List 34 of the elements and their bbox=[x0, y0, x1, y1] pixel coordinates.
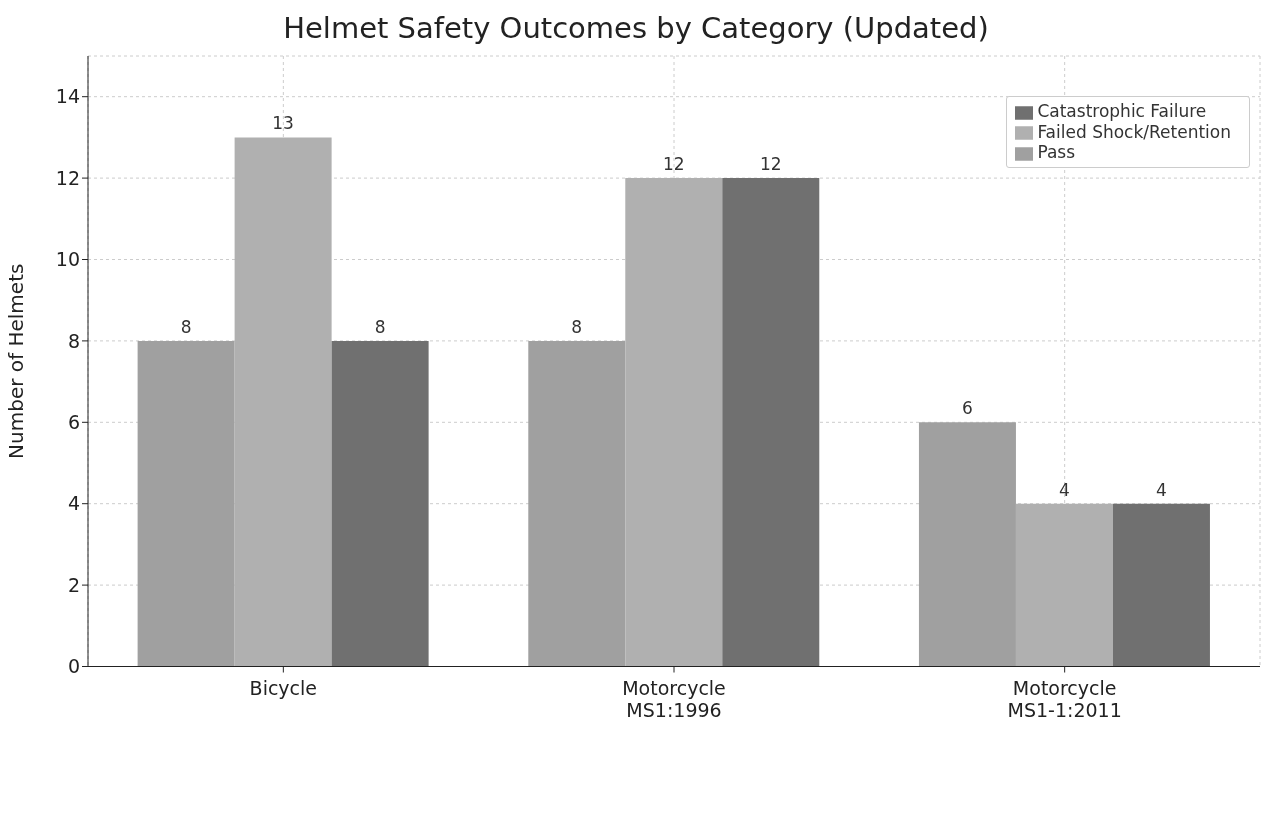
y-tick-label: 8 bbox=[67, 329, 80, 352]
data-label: 4 bbox=[1059, 479, 1070, 500]
data-label: 13 bbox=[272, 113, 294, 134]
x-tick-label: Bicycle bbox=[249, 676, 318, 699]
data-label: 8 bbox=[180, 316, 192, 337]
bar bbox=[331, 340, 429, 667]
y-tick-label: 6 bbox=[67, 411, 80, 434]
bar bbox=[137, 340, 235, 667]
legend-label: Catastrophic Failure bbox=[1037, 101, 1207, 121]
data-label: 12 bbox=[759, 154, 782, 175]
x-tick-label: Motorcycle MS1-1:2011 bbox=[1007, 676, 1122, 721]
bar bbox=[918, 422, 1016, 667]
legend-label: Failed Shock/Retention bbox=[1037, 121, 1231, 142]
bar bbox=[1112, 503, 1210, 667]
chart-title: Helmet Safety Outcomes by Category (Updated) bbox=[282, 10, 990, 47]
y-tick-label: 0 bbox=[67, 655, 80, 678]
data-label: 4 bbox=[1156, 479, 1167, 500]
legend-label: Pass bbox=[1037, 142, 1076, 162]
bar bbox=[528, 340, 626, 667]
bar bbox=[1015, 503, 1113, 667]
data-label: 8 bbox=[571, 316, 583, 337]
x-tick-label: Motorcycle MS1:1996 bbox=[622, 676, 726, 721]
bar bbox=[722, 178, 820, 667]
y-tick-label: 12 bbox=[55, 166, 80, 189]
y-tick-label: 2 bbox=[67, 573, 80, 596]
y-tick-label: 4 bbox=[67, 492, 80, 515]
data-label: 12 bbox=[662, 154, 685, 175]
y-axis-title: Number of Helmets bbox=[4, 263, 29, 459]
y-tick-label: 14 bbox=[55, 85, 80, 108]
bar bbox=[234, 137, 332, 667]
bar bbox=[625, 178, 723, 667]
data-label: 8 bbox=[374, 316, 386, 337]
y-tick-label: 10 bbox=[55, 248, 80, 271]
data-label: 6 bbox=[962, 398, 973, 419]
